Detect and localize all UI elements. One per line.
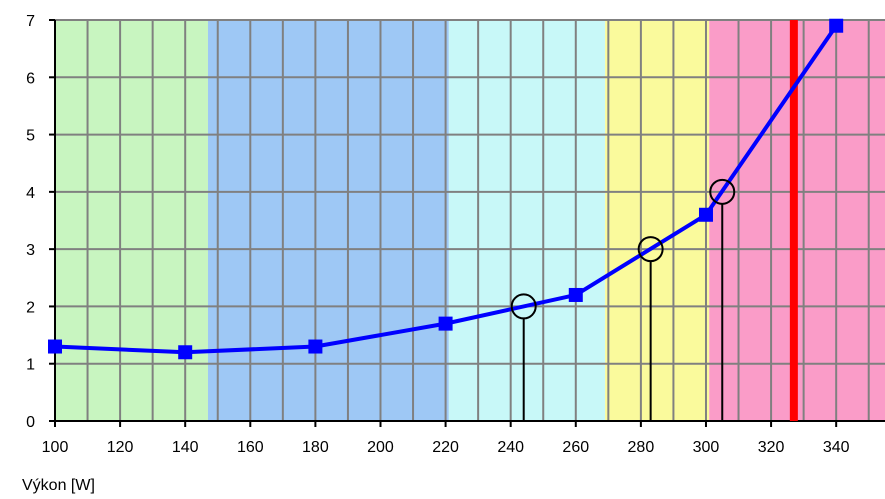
y-tick-label: 3 xyxy=(26,242,35,259)
y-tick-label: 5 xyxy=(26,128,35,145)
x-tick-label: 320 xyxy=(758,439,785,456)
data-point xyxy=(308,339,323,354)
y-tick-label: 1 xyxy=(26,357,35,374)
data-point xyxy=(568,287,583,302)
y-tick-label: 0 xyxy=(26,414,35,431)
x-tick-label: 100 xyxy=(42,439,69,456)
zone-band-4 xyxy=(605,20,710,421)
data-point xyxy=(48,339,62,354)
y-tick-label: 7 xyxy=(26,13,35,30)
data-point xyxy=(178,345,193,360)
y-tick-label: 2 xyxy=(26,299,35,316)
data-point xyxy=(829,18,844,33)
zone-band-3 xyxy=(448,20,606,421)
x-tick-label: 240 xyxy=(497,439,524,456)
zone-band-2 xyxy=(207,20,449,421)
y-tick-label: 6 xyxy=(26,70,35,87)
x-tick-label: 140 xyxy=(172,439,199,456)
threshold-circle xyxy=(510,293,537,320)
threshold-circle xyxy=(709,178,736,205)
threshold-circle xyxy=(637,236,664,263)
x-tick-label: 220 xyxy=(432,439,459,456)
y-tick-label: 4 xyxy=(26,185,35,202)
x-tick-label: 120 xyxy=(107,439,134,456)
x-axis-title: Výkon [W] xyxy=(22,477,95,494)
data-point xyxy=(698,207,713,222)
x-tick-label: 300 xyxy=(693,439,720,456)
x-tick-label: 280 xyxy=(628,439,655,456)
x-tick-label: 260 xyxy=(562,439,589,456)
x-tick-label: 160 xyxy=(237,439,264,456)
data-point xyxy=(438,316,453,331)
x-tick-label: 340 xyxy=(823,439,850,456)
x-tick-label: 180 xyxy=(302,439,329,456)
x-tick-label: 200 xyxy=(367,439,394,456)
